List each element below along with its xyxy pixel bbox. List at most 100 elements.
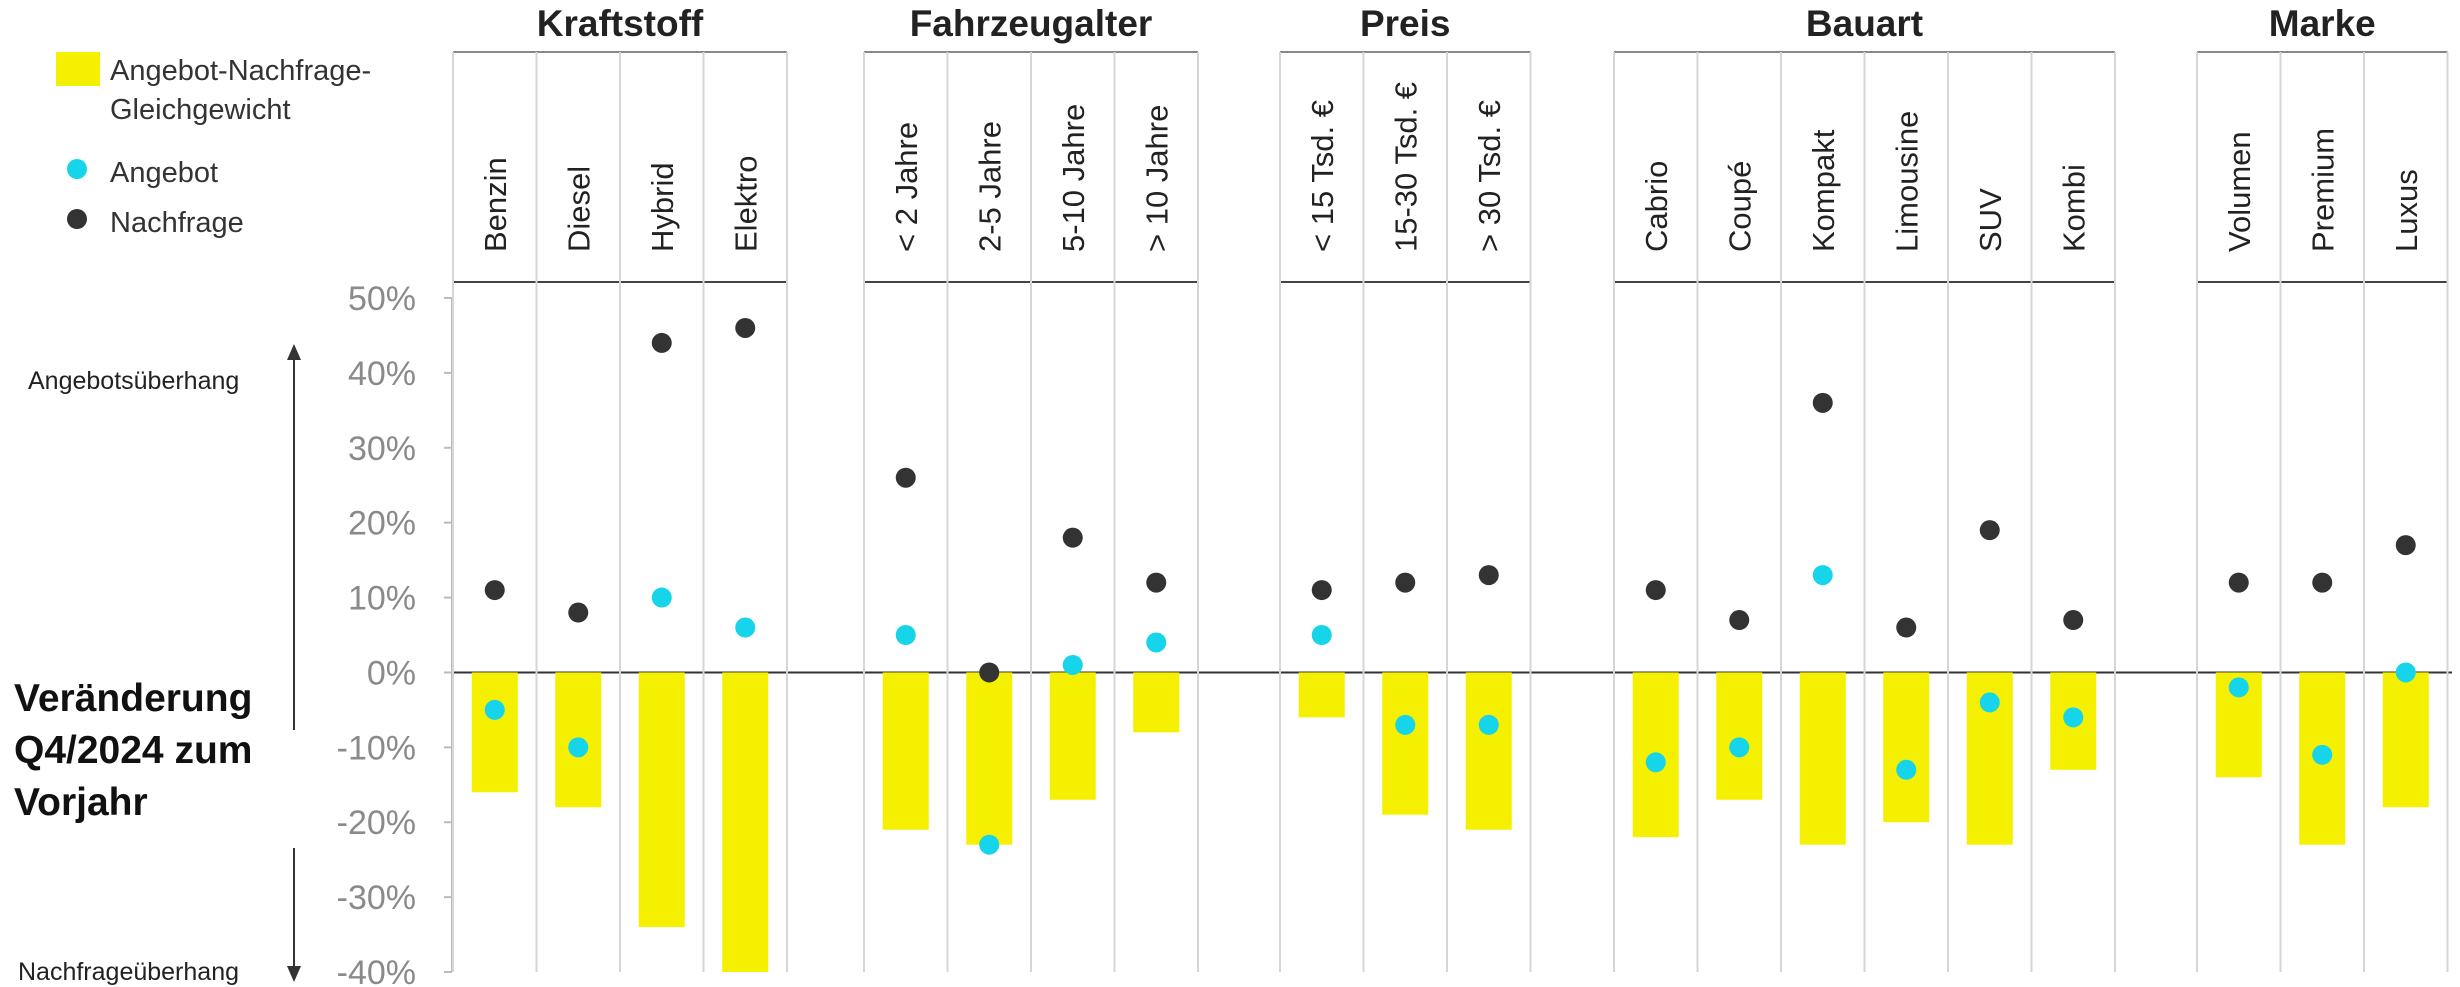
demand-dot <box>979 662 1000 683</box>
demand-dot <box>2228 572 2249 593</box>
balance-bar <box>1716 672 1763 800</box>
category-label: Diesel <box>561 166 596 252</box>
group-title: Fahrzeugalter <box>910 3 1153 44</box>
legend-swatch-balance <box>56 52 100 86</box>
supply-dot <box>1645 752 1666 773</box>
supply-dot <box>1478 714 1499 735</box>
y-tick-label: -30% <box>337 879 416 917</box>
category-label: Volumen <box>2222 131 2257 252</box>
category-label: Limousine <box>1889 111 1924 252</box>
group-title: Kraftstoff <box>537 3 704 44</box>
category-label: Luxus <box>2389 169 2424 252</box>
category-label: Hybrid <box>645 162 680 252</box>
demand-dot <box>2395 535 2416 556</box>
group-title: Bauart <box>1806 3 1923 44</box>
demand-dot <box>895 467 916 488</box>
balance-bar <box>1133 672 1180 733</box>
category-label: < 2 Jahre <box>889 122 924 252</box>
demand-dot <box>484 580 505 601</box>
category-label: > 10 Jahre <box>1139 105 1174 252</box>
supply-dot <box>2228 677 2249 698</box>
demand-dot <box>735 317 756 338</box>
demand-dot <box>1062 527 1083 548</box>
y-tick-label: 40% <box>348 355 416 393</box>
supply-dot <box>1729 737 1750 758</box>
demand-dot <box>1896 617 1917 638</box>
legend-label-balance: Angebot-Nachfrage- <box>110 55 371 87</box>
y-axis-title: Veränderung <box>14 677 252 720</box>
category-label: Kombi <box>2056 164 2091 252</box>
demand-dot <box>1146 572 1167 593</box>
y-tick-label: -20% <box>337 804 416 842</box>
y-tick-label: -10% <box>337 729 416 767</box>
balance-bar <box>471 672 518 793</box>
balance-bar <box>722 672 769 972</box>
legend-label-supply: Angebot <box>110 157 218 189</box>
category-label: Cabrio <box>1639 161 1674 252</box>
category-group-fahrzeugalter: Fahrzeugalter < 2 Jahre 2-5 Jahre 5-10 Jahr… <box>863 3 1199 972</box>
category-group-kraftstoff: Kraftstoff Benzin Diesel Hybrid Elektro <box>452 3 788 972</box>
arrow-head-up <box>287 344 301 360</box>
supply-dot <box>979 834 1000 855</box>
category-label: 2-5 Jahre <box>972 121 1007 252</box>
supply-dot <box>484 699 505 720</box>
demand-dot <box>2312 572 2333 593</box>
legend-swatch-supply <box>67 159 87 179</box>
y-tick-label: 30% <box>348 430 416 468</box>
supply-dot <box>1062 654 1083 675</box>
group-title: Marke <box>2269 3 2376 44</box>
supply-dot <box>1896 759 1917 780</box>
balance-bar <box>1465 672 1512 830</box>
category-label: > 30 Tsd. € <box>1472 100 1507 252</box>
supply-dot <box>2063 707 2084 728</box>
demand-dot <box>1311 580 1332 601</box>
category-label: SUV <box>1973 188 2008 252</box>
arrow-label-up: Angebotsüberhang <box>28 367 239 395</box>
category-label: Benzin <box>478 157 513 252</box>
balance-bar <box>2382 672 2429 808</box>
supply-dot <box>1395 714 1416 735</box>
demand-dot <box>651 332 672 353</box>
legend-label-demand: Nachfrage <box>110 207 244 239</box>
legend-label-balance: Gleichgewicht <box>110 94 291 126</box>
supply-dot <box>651 587 672 608</box>
supply-dot <box>1146 632 1167 653</box>
category-group-preis: Preis < 15 Tsd. € 15-30 Tsd. € > 30 Tsd. € <box>1279 3 1532 972</box>
category-label: Premium <box>2305 128 2340 252</box>
supply-dot <box>1311 625 1332 645</box>
demand-dot <box>568 602 589 623</box>
legend-swatch-demand <box>67 209 87 229</box>
category-label: Elektro <box>728 156 763 252</box>
category-group-bauart: Bauart Cabrio Coupé Kompakt Limousine SUV Komb… <box>1613 3 2116 972</box>
category-label: Kompakt <box>1806 129 1841 252</box>
supply-dot <box>735 617 756 638</box>
demand-dot <box>1812 392 1833 413</box>
category-label: 5-10 Jahre <box>1056 104 1091 252</box>
category-label: < 15 Tsd. € <box>1305 100 1340 252</box>
y-tick-label: 0% <box>367 654 416 692</box>
arrow-label-down: Nachfrageüberhang <box>18 958 239 986</box>
y-tick-label: 20% <box>348 505 416 543</box>
supply-dot <box>1979 692 2000 713</box>
demand-dot <box>1645 580 1666 601</box>
arrow-head-down <box>287 966 301 982</box>
y-axis-title: Vorjahr <box>14 781 148 824</box>
demand-dot <box>1478 565 1499 586</box>
demand-dot <box>1979 520 2000 541</box>
supply-dot <box>2395 662 2416 683</box>
supply-dot <box>895 625 916 645</box>
balance-bar <box>638 672 685 928</box>
balance-bar <box>882 672 929 830</box>
y-tick-label: 50% <box>348 280 416 318</box>
supply-dot <box>568 737 589 758</box>
balance-bar <box>1382 672 1429 815</box>
group-title: Preis <box>1360 3 1451 44</box>
balance-bar <box>1049 672 1096 800</box>
balance-bar <box>966 672 1013 845</box>
supply-dot <box>1812 565 1833 586</box>
supply-dot <box>2312 744 2333 765</box>
category-label: 15-30 Tsd. € <box>1388 82 1423 252</box>
y-tick-label: -40% <box>337 954 416 987</box>
y-axis-title: Q4/2024 zum <box>14 729 252 772</box>
